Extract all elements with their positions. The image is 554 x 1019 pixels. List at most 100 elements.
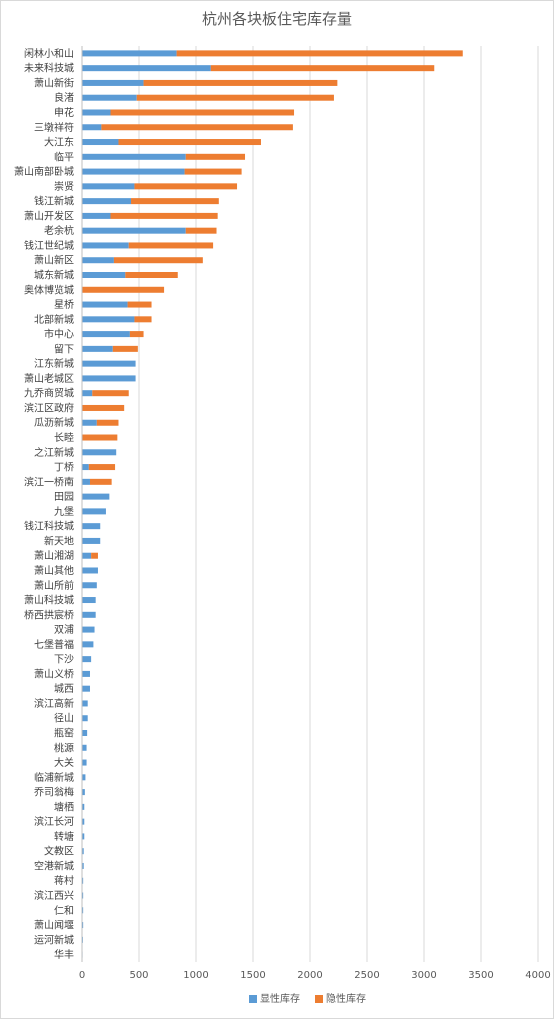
bar-explicit-inventory [82, 626, 95, 633]
category-label: 九堡 [54, 505, 74, 518]
category-label: 瓶窑 [54, 727, 74, 740]
bar-explicit-inventory [82, 153, 186, 160]
bar-explicit-inventory [82, 272, 126, 278]
bar-explicit-inventory [82, 818, 85, 825]
bar-explicit-inventory [82, 198, 132, 205]
bar-explicit-inventory [82, 922, 84, 929]
x-tick-label: 0 [79, 970, 85, 981]
bar-explicit-inventory [82, 656, 92, 663]
bar-implicit-inventory [88, 464, 116, 471]
category-label: 星桥 [54, 299, 74, 311]
legend-label: 显性库存 [260, 992, 300, 1005]
bar-explicit-inventory [82, 316, 135, 323]
category-label: 滨江长河 [34, 815, 74, 828]
category-label: 市中心 [44, 328, 74, 341]
chart-title: 杭州各块板住宅库存量 [202, 10, 352, 28]
category-label: 未来科技城 [24, 62, 74, 75]
bar-explicit-inventory [82, 345, 113, 352]
bar-explicit-inventory [82, 212, 111, 219]
category-label: 蒋村 [54, 874, 74, 887]
bar-explicit-inventory [82, 464, 89, 471]
bar-explicit-inventory [82, 242, 129, 249]
bar-implicit-inventory [143, 79, 338, 86]
category-label: 径山 [54, 712, 74, 725]
category-label: 萧山义桥 [34, 668, 74, 680]
category-label: 滨江高新 [34, 697, 74, 710]
category-label: 滨江区政府 [24, 401, 74, 414]
bar-explicit-inventory [82, 419, 97, 426]
bar-explicit-inventory [82, 360, 136, 367]
category-label: 双浦 [54, 623, 74, 636]
legend: 显性库存 隐性库存 [249, 992, 366, 1005]
category-label: 临浦新城 [34, 771, 74, 784]
bar-explicit-inventory [82, 715, 88, 722]
category-label: 塘栖 [54, 800, 74, 813]
category-label: 大关 [54, 756, 74, 769]
x-tick-labels: 0 500 1000 1500 2000 2500 3000 3500 4000 [79, 970, 551, 981]
category-label: 萧山所前 [34, 579, 74, 592]
category-label: 文教区 [44, 845, 74, 858]
x-tick-label: 3500 [468, 970, 493, 981]
category-label: 萧山科技城 [24, 594, 74, 607]
bar-explicit-inventory [82, 449, 117, 456]
category-label: 滨江一桥南 [24, 475, 74, 488]
bar-explicit-inventory [82, 833, 85, 840]
category-label: 钱江新城 [34, 195, 74, 208]
x-tick-label: 4000 [525, 970, 550, 981]
legend-swatch [315, 995, 323, 1003]
category-label: 桃源 [54, 741, 74, 754]
bar-explicit-inventory [82, 50, 177, 57]
bar-explicit-inventory [82, 390, 93, 397]
category-label: 崇贤 [54, 181, 74, 193]
category-label: 萧山老城区 [24, 372, 74, 385]
category-label: 良渚 [54, 91, 74, 104]
bar-explicit-inventory [82, 109, 111, 116]
bar-implicit-inventory [82, 434, 118, 441]
category-label: 田园 [54, 491, 74, 503]
category-label: 城西 [54, 683, 74, 695]
category-label: 华丰 [54, 948, 74, 961]
bar-implicit-inventory [82, 404, 125, 411]
bar-implicit-inventory [101, 124, 293, 131]
category-label: 钱江世纪城 [24, 239, 74, 252]
bar-explicit-inventory [82, 685, 90, 692]
category-label: 北部新城 [34, 313, 74, 326]
bar-implicit-inventory [128, 242, 214, 249]
bar-explicit-inventory [82, 168, 185, 175]
category-label: 城东新城 [34, 269, 74, 282]
bar-implicit-inventory [210, 65, 435, 72]
bar-implicit-inventory [91, 552, 98, 559]
bar-explicit-inventory [82, 892, 84, 899]
category-labels: 闲林小和山未来科技城萧山新街良渚申花三墩祥符大江东临平萧山南部卧城崇贤钱江新城萧… [14, 47, 74, 961]
category-label: 运河新城 [34, 933, 74, 946]
bar-explicit-inventory [82, 567, 98, 574]
category-label: 滨江西兴 [34, 889, 74, 902]
category-label: 萧山开发区 [24, 209, 74, 222]
category-label: 萧山湘湖 [34, 549, 74, 562]
category-label: 奥体博览城 [24, 283, 74, 296]
bar-explicit-inventory [82, 94, 137, 101]
bar-implicit-inventory [125, 272, 178, 278]
x-tick-label: 2000 [297, 970, 322, 981]
bar-explicit-inventory [82, 700, 88, 707]
bar-implicit-inventory [134, 183, 238, 190]
bars [82, 50, 463, 958]
bar-explicit-inventory [82, 582, 97, 589]
category-label: 江东新城 [34, 357, 74, 370]
bar-explicit-inventory [82, 803, 85, 810]
category-label: 萧山新区 [34, 254, 74, 267]
bar-explicit-inventory [82, 611, 96, 618]
category-label: 瓜沥新城 [34, 416, 74, 429]
bar-implicit-inventory [127, 301, 152, 308]
bar-explicit-inventory [82, 493, 110, 500]
category-label: 萧山闻堰 [34, 919, 74, 932]
bar-explicit-inventory [82, 227, 186, 234]
x-tick-label: 500 [129, 970, 148, 981]
bar-implicit-inventory [110, 212, 218, 219]
bar-explicit-inventory [82, 744, 87, 751]
bar-explicit-inventory [82, 301, 128, 308]
category-label: 长睦 [54, 431, 74, 444]
category-label: 新天地 [44, 534, 74, 547]
category-label: 留下 [54, 342, 74, 355]
bar-implicit-inventory [129, 331, 144, 338]
